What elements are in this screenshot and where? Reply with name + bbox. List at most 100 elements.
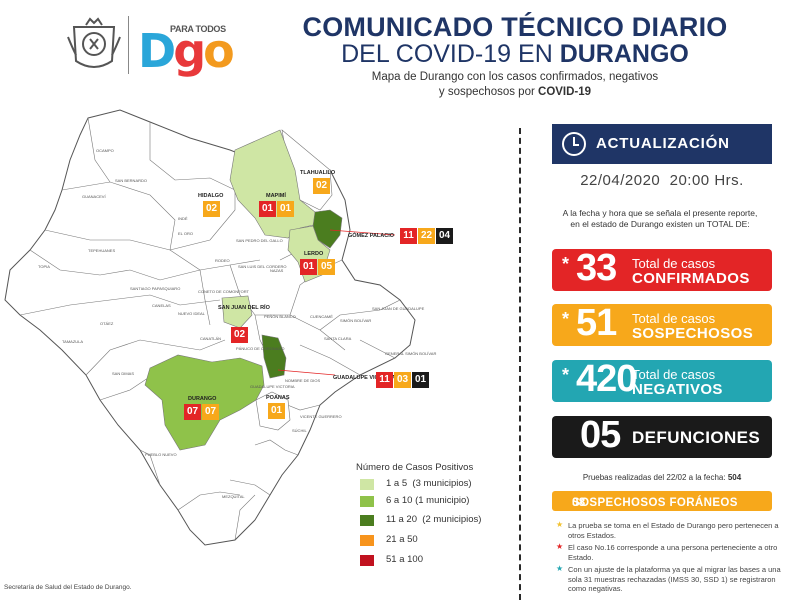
badge-gomez-suspected: 22 [418, 228, 435, 244]
badge-lerdo-confirmed: 01 [300, 259, 317, 275]
update-datetime: 22/04/2020 20:00 Hrs. [580, 172, 744, 189]
stat-value: 33 [576, 247, 617, 289]
foreign-suspects-banner: 08 SOSPECHOSOS FORÁNEOS [552, 491, 772, 511]
page-title-line2: DEL COVID-19 EN DURANGO [341, 40, 689, 68]
mun-label: NUEVO IDEAL [178, 311, 206, 316]
badge-mapimi-confirmed: 01 [259, 201, 276, 217]
mun-label: CANATLÁN [200, 336, 221, 341]
stat-label-bold: CONFIRMADOS [632, 270, 750, 287]
page-subtitle-line2: y sospechosos por COVID-19 [438, 86, 592, 98]
stat-label-bold: SOSPECHOSOS [632, 325, 754, 342]
mun-label: GUANACEVÍ [82, 194, 106, 199]
legend-item-6a10: 6 a 10 (1 municipio) [386, 495, 470, 506]
dgo-logo: Dgo [138, 24, 235, 78]
update-banner: ACTUALIZACIÓN [552, 124, 772, 164]
note-red: ★ El caso No.16 corresponde a una person… [556, 542, 778, 562]
mun-label: PÁNUCO DE CORONADO [236, 346, 284, 351]
legend-item-21a50: 21 a 50 [386, 534, 418, 545]
mun-label: SAN JUAN DE GUADALUPE [372, 306, 425, 311]
clock-icon [562, 132, 586, 156]
mun-label: SAN LUIS DEL CORDERO [238, 264, 287, 269]
legend-swatch-1a5 [360, 479, 374, 490]
badge-gomez-confirmed: 11 [400, 228, 417, 244]
mun-label: CONETO DE COMONFORT [198, 289, 250, 294]
label-gomez-palacio: GÓMEZ PALACIO [348, 233, 395, 239]
update-intro: A la fecha y hora que se señala el prese… [562, 208, 758, 229]
label-lerdo: LERDO [304, 251, 324, 257]
label-durango: DURANGO [188, 396, 217, 402]
stat-value: 51 [576, 302, 617, 344]
durango-map: OCAMPO SAN BERNARDO GUANACEVÍ INDÉ EL OR… [4, 109, 436, 546]
stat-value: 420 [576, 358, 637, 400]
asterisk: * [562, 365, 570, 385]
mun-label: PEÑÓN BLANCO [264, 314, 296, 319]
star-icon: ★ [556, 564, 564, 573]
mun-label: NOMBRE DE DIOS [285, 378, 320, 383]
mun-label: SANTIAGO PAPASQUIARO [130, 286, 180, 291]
state-seal-logo [66, 17, 122, 73]
legend-item-1a5: 1 a 5 (3 municipios) [386, 478, 472, 489]
legend-title: Número de Casos Positivos [356, 462, 474, 473]
legend-item-11a20: 11 a 20 (2 municipios) [386, 514, 482, 525]
note-yellow: ★ La prueba se toma en el Estado de Dura… [556, 520, 779, 540]
stat-value: 05 [580, 414, 621, 456]
state-outline [4, 109, 416, 546]
badge-durango-confirmed: 07 [184, 404, 201, 420]
header-divider [128, 16, 129, 74]
stat-label: Total de casos [632, 367, 716, 382]
badge-lerdo-suspected: 05 [318, 259, 335, 275]
mun-label: INDÉ [178, 216, 188, 221]
panel-divider [519, 128, 521, 600]
label-guadalupe-victoria: GUADALUPE VICTORIA [333, 375, 396, 381]
stat-confirmed: * 33 Total de casos CONFIRMADOS [552, 247, 772, 291]
mun-label: VICENTE GUERRERO [300, 414, 342, 419]
mun-label: TAMAZULA [62, 339, 83, 344]
mun-label: PUEBLO NUEVO [145, 452, 177, 457]
badge-mapimi-suspected: 01 [277, 201, 294, 217]
mun-label: GUADALUPE VICTORIA [250, 384, 295, 389]
star-icon: ★ [556, 542, 564, 551]
stat-label-bold: DEFUNCIONES [632, 428, 761, 447]
mun-label: SANTA CLARA [324, 336, 352, 341]
mun-label: CANELAS [152, 303, 171, 308]
mun-label: SIMÓN BOLÍVAR [340, 318, 371, 323]
star-icon: ★ [556, 520, 564, 529]
label-poanas: POANAS [266, 395, 290, 401]
stat-deaths: 05 DEFUNCIONES [552, 414, 772, 458]
mun-label: NAZAS [270, 268, 284, 273]
legend-swatch-11a20 [360, 515, 374, 526]
mun-label: RODEO [215, 258, 230, 263]
page-subtitle: Mapa de Durango con los casos confirmado… [371, 71, 659, 83]
badge-gv-deaths: 01 [412, 372, 429, 388]
label-tlahualilo: TLAHUALILO [300, 170, 336, 176]
badge-poanas: 01 [268, 403, 285, 419]
badge-hidalgo: 02 [203, 201, 220, 217]
mun-label: GENERAL SIMÓN BOLÍVAR [385, 351, 436, 356]
stat-label: Total de casos [632, 256, 716, 271]
municipio-guadalupe-victoria [261, 334, 287, 379]
asterisk: * [562, 309, 570, 329]
update-label: ACTUALIZACIÓN [596, 135, 730, 152]
badge-san-juan-del-rio: 02 [231, 327, 248, 343]
label-hidalgo: HIDALGO [198, 193, 224, 199]
mun-label: SÚCHIL [292, 428, 307, 433]
page-title: COMUNICADO TÉCNICO DIARIO [302, 12, 728, 42]
municipio-durango [144, 354, 265, 451]
badge-gv-suspected: 03 [394, 372, 411, 388]
footer-source: Secretaría de Salud del Estado de Durang… [4, 584, 132, 591]
stat-negative: * 420 Total de casos NEGATIVOS [552, 358, 772, 402]
logo-tagline: PARA TODOS [170, 24, 226, 34]
tests-performed: Pruebas realizadas del 22/02 a la fecha:… [582, 473, 742, 482]
badge-durango-suspected: 07 [202, 404, 219, 420]
mun-label: TEPEHUANES [88, 248, 115, 253]
asterisk: * [562, 254, 570, 274]
mun-label: SAN DIMAS [112, 371, 134, 376]
legend-swatch-21a50 [360, 535, 374, 546]
legend-item-51a100: 51 a 100 [386, 554, 423, 565]
badge-gomez-deaths: 04 [436, 228, 453, 244]
label-san-juan-del-rio: SAN JUAN DEL RÍO [218, 305, 270, 311]
badge-gv-confirmed: 11 [376, 372, 393, 388]
legend-swatch-51a100 [360, 555, 374, 566]
mun-label: CUENCAMÉ [310, 314, 333, 319]
mun-label: OTÁEZ [100, 321, 114, 326]
